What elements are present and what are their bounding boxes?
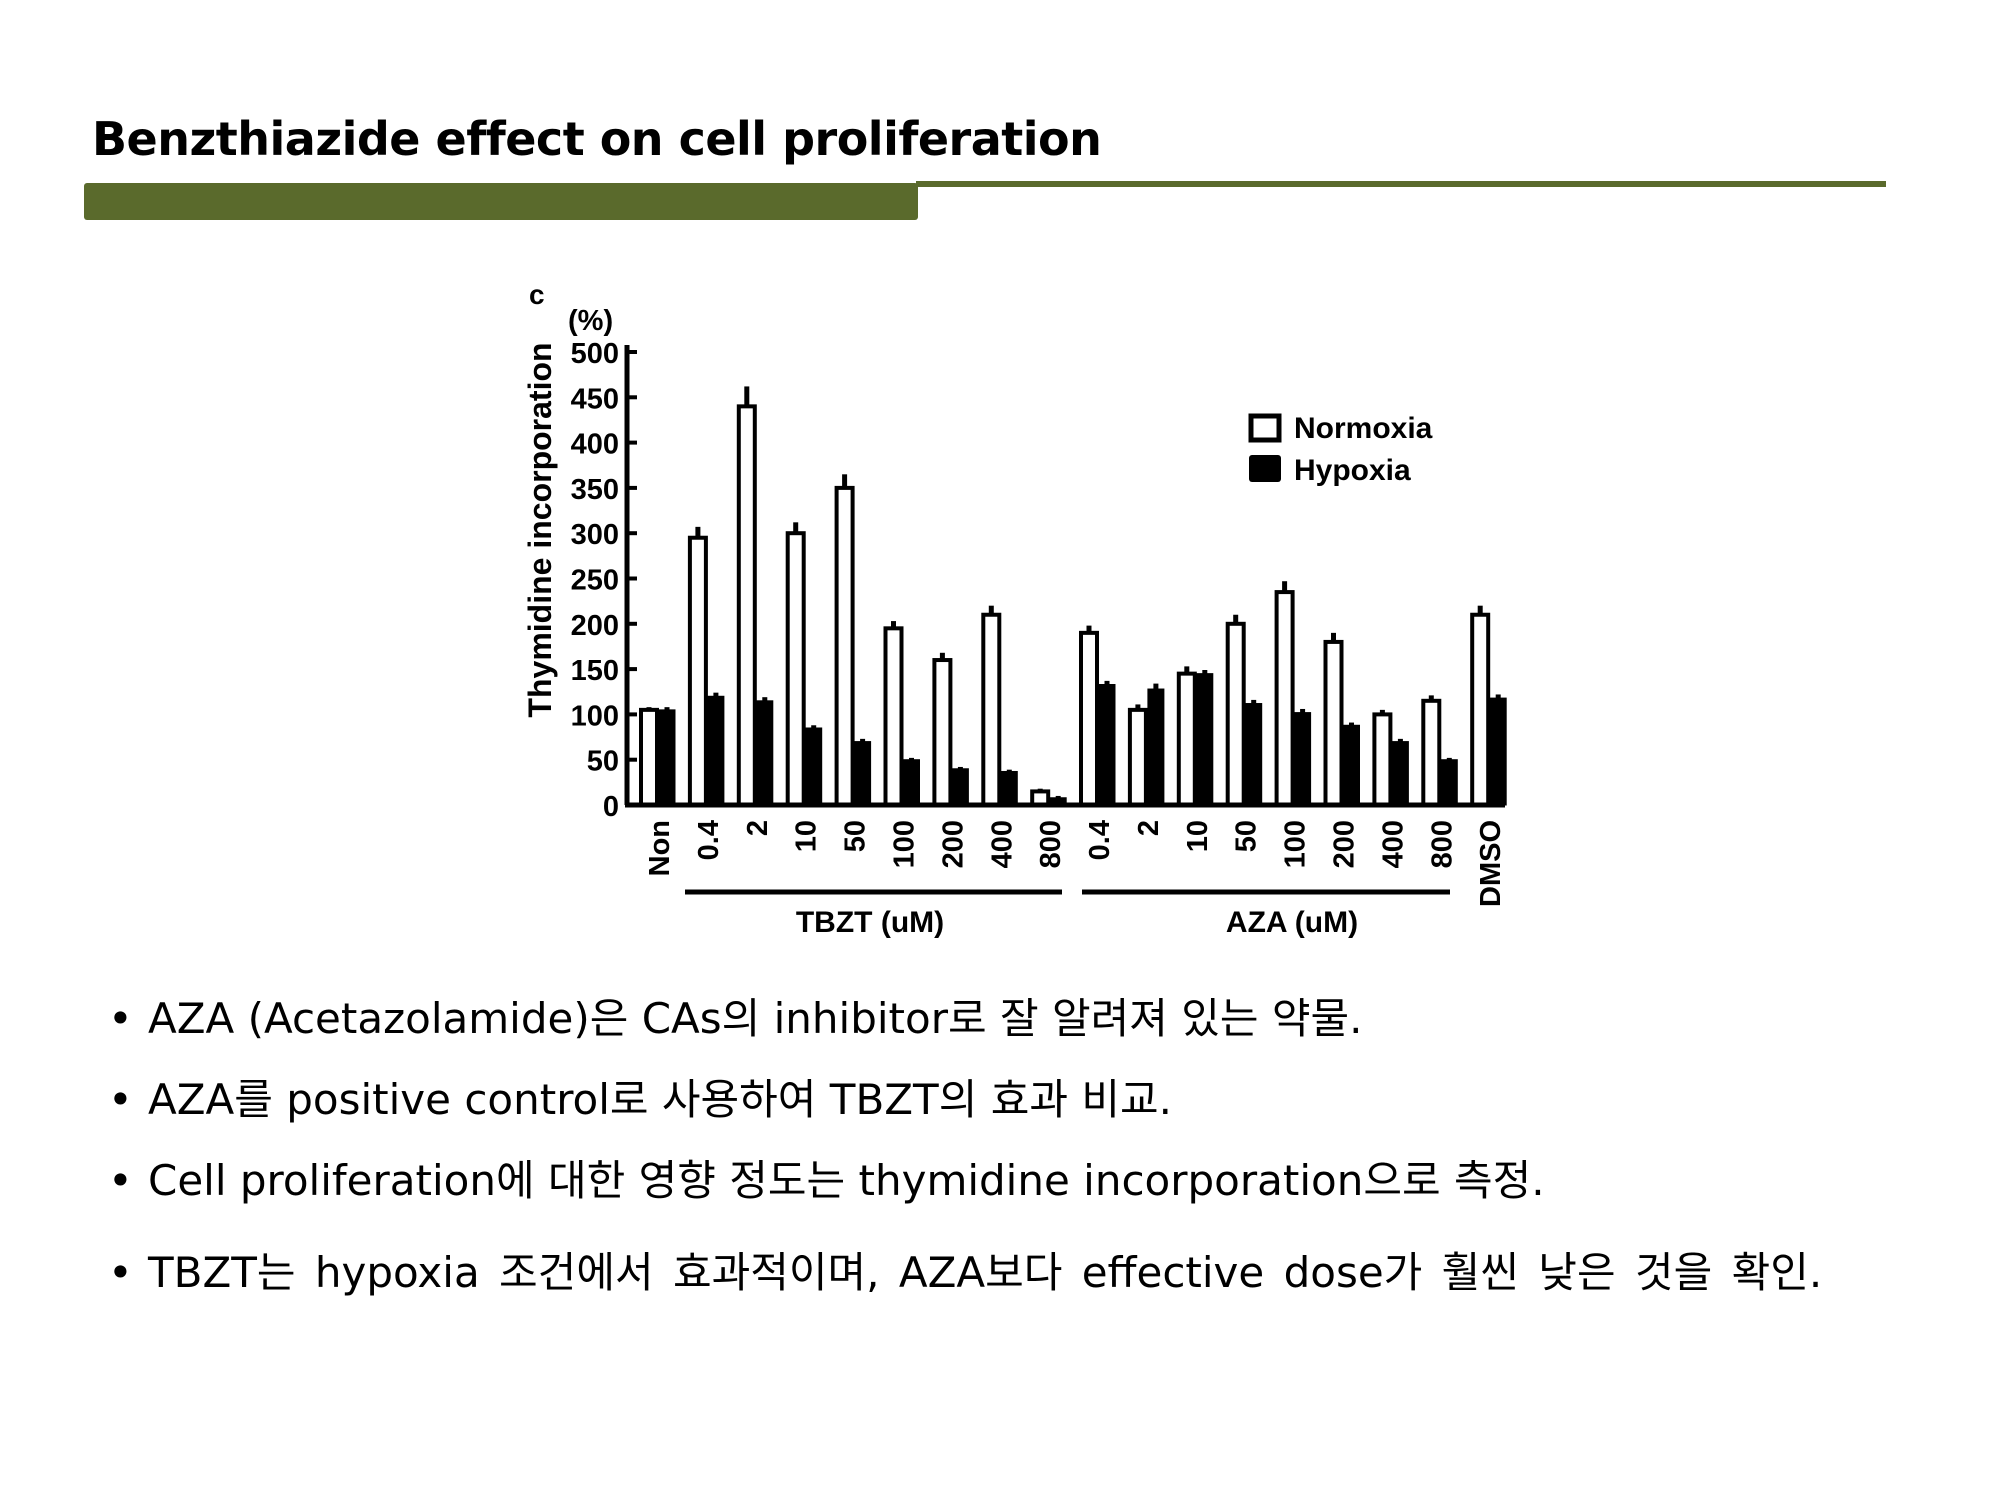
bar-hypoxia-3 xyxy=(805,727,823,806)
bar-normoxia-11 xyxy=(1176,671,1197,807)
y-tick-label: 400 xyxy=(571,429,619,461)
x-tick-label: Non xyxy=(644,820,676,876)
x-tick-label: 50 xyxy=(1231,820,1263,852)
x-tick-label: DMSO xyxy=(1475,820,1507,907)
bar-normoxia-12 xyxy=(1225,621,1246,807)
y-tick-label: 450 xyxy=(571,383,619,415)
bar-hypoxia-9 xyxy=(1098,684,1116,806)
x-tick-label: 200 xyxy=(937,820,969,868)
bullet-item: • TBZT는 hypoxia 조건에서 효과적이며, AZA보다 effect… xyxy=(106,1233,1866,1313)
bar-hypoxia-14 xyxy=(1343,724,1360,806)
bullet-dot: • xyxy=(108,1075,133,1124)
y-tick-label: 50 xyxy=(587,746,619,778)
x-tick-label: 200 xyxy=(1329,820,1361,868)
slide-title: Benzthiazide effect on cell proliferatio… xyxy=(92,112,1102,166)
bar-hypoxia-0 xyxy=(658,709,676,806)
bar-normoxia-4 xyxy=(834,485,855,807)
bar-normoxia-10 xyxy=(1127,707,1148,807)
bar-normoxia-13 xyxy=(1274,590,1295,808)
y-tick-label: 100 xyxy=(571,700,619,732)
group-label-aza: AZA (uM) xyxy=(1226,906,1358,939)
x-tick-label: 400 xyxy=(986,820,1018,868)
bullet-dot: • xyxy=(108,1156,133,1205)
y-axis-label: Thymidine incorporation xyxy=(522,342,558,717)
bar-normoxia-17 xyxy=(1470,612,1491,807)
panel-label: c xyxy=(529,279,545,310)
bar-hypoxia-12 xyxy=(1245,703,1263,806)
x-tick-label: 2 xyxy=(1133,820,1165,836)
x-tick-label: 800 xyxy=(1035,820,1067,868)
x-tick-label: 400 xyxy=(1377,820,1409,868)
bullet-dot: • xyxy=(108,1248,133,1297)
bullet-item: • AZA를 positive control로 사용하여 TBZT의 효과 비… xyxy=(106,1071,1866,1129)
legend-swatch-normoxia xyxy=(1248,413,1282,443)
y-tick-label: 200 xyxy=(571,610,619,642)
bar-normoxia-7 xyxy=(981,612,1002,807)
x-tick-label: 800 xyxy=(1426,820,1458,868)
y-axis-ticks: 0 50 100 150 200 250 300 350 400 450 500 xyxy=(571,338,637,823)
legend-label-normoxia: Normoxia xyxy=(1294,412,1433,445)
bullet-item: • Cell proliferation에 대한 영향 정도는 thymidin… xyxy=(106,1152,1866,1210)
x-tick-label: 0.4 xyxy=(693,820,725,860)
y-tick-label: 0 xyxy=(603,791,619,823)
bar-hypoxia-1 xyxy=(707,695,725,806)
y-unit-label: (%) xyxy=(568,305,613,337)
bar-hypoxia-4 xyxy=(854,741,872,806)
x-tick-label: 100 xyxy=(889,820,921,868)
legend-swatch-hypoxia xyxy=(1249,455,1281,482)
title-rule-thick xyxy=(84,183,918,220)
x-tick-label: 0.4 xyxy=(1084,820,1116,860)
bar-normoxia-16 xyxy=(1421,698,1442,807)
bar-hypoxia-7 xyxy=(1000,770,1018,806)
bar-normoxia-1 xyxy=(687,535,708,807)
x-axis-tick-labels: Non 0.4 2 10 50 100 200 400 800 0.4 2 10 50 100 200 400… xyxy=(644,820,1507,907)
x-tick-label: 10 xyxy=(1182,820,1214,852)
bar-hypoxia-2 xyxy=(756,700,774,806)
x-tick-label: 100 xyxy=(1280,820,1312,868)
bar-normoxia-6 xyxy=(932,658,953,807)
x-tick-label: 50 xyxy=(840,820,872,852)
bullet-list: • AZA (Acetazolamide)은 CAs의 inhibitor로 잘… xyxy=(106,990,1866,1336)
bullet-text: TBZT는 hypoxia 조건에서 효과적이며, AZA보다 effectiv… xyxy=(148,1248,1823,1297)
bar-normoxia-3 xyxy=(785,531,806,807)
bar-hypoxia-6 xyxy=(951,768,969,806)
bar-hypoxia-10 xyxy=(1147,688,1165,806)
bullet-dot: • xyxy=(108,994,133,1043)
bar-hypoxia-11 xyxy=(1196,673,1214,806)
bar-hypoxia-13 xyxy=(1294,712,1312,806)
bullet-item: • AZA (Acetazolamide)은 CAs의 inhibitor로 잘… xyxy=(106,990,1866,1048)
x-tick-label: 2 xyxy=(742,820,774,836)
bar-series xyxy=(639,386,1507,808)
bar-hypoxia-16 xyxy=(1440,759,1458,806)
legend-label-hypoxia: Hypoxia xyxy=(1294,454,1411,487)
bar-hypoxia-5 xyxy=(903,759,920,806)
bullet-text: AZA를 positive control로 사용하여 TBZT의 효과 비교. xyxy=(148,1075,1172,1124)
bullet-text: Cell proliferation에 대한 영향 정도는 thymidine … xyxy=(148,1156,1545,1205)
y-tick-label: 350 xyxy=(571,474,619,506)
title-rule-thin xyxy=(916,181,1886,187)
bar-normoxia-14 xyxy=(1323,639,1344,807)
bar-normoxia-2 xyxy=(736,404,757,807)
bullet-text: AZA (Acetazolamide)은 CAs의 inhibitor로 잘 알… xyxy=(148,994,1363,1043)
y-tick-label: 150 xyxy=(571,655,619,687)
bar-hypoxia-17 xyxy=(1489,697,1507,806)
bar-hypoxia-15 xyxy=(1391,741,1409,806)
bar-normoxia-0 xyxy=(639,707,659,807)
y-tick-label: 250 xyxy=(571,565,619,597)
y-tick-label: 300 xyxy=(571,519,619,551)
x-tick-label: 10 xyxy=(791,820,823,852)
bar-normoxia-15 xyxy=(1372,712,1393,808)
group-label-tbzt: TBZT (uM) xyxy=(796,906,944,939)
bar-normoxia-5 xyxy=(883,626,904,808)
y-tick-label: 500 xyxy=(571,338,619,370)
bar-normoxia-9 xyxy=(1079,630,1099,807)
